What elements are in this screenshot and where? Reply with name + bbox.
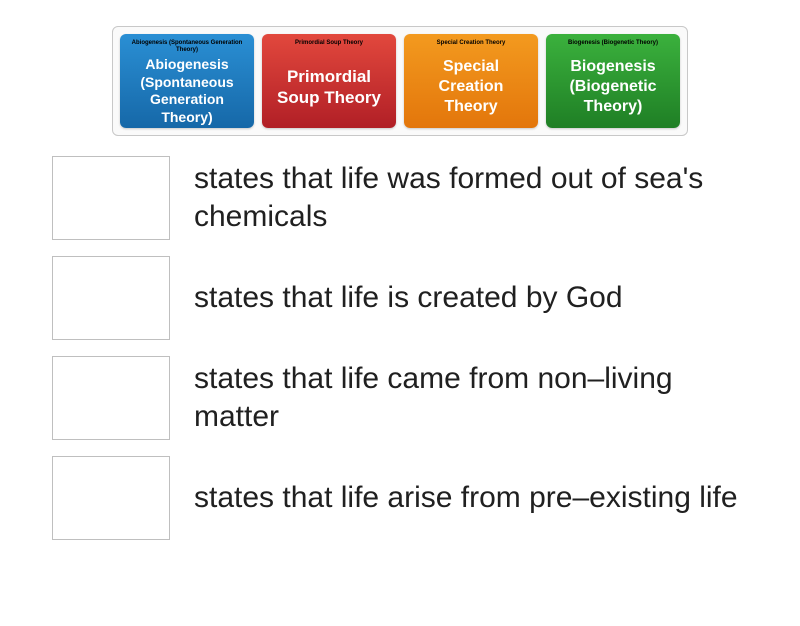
statement-text: states that life is created by God <box>194 279 623 317</box>
card-small-label: Abiogenesis (Spontaneous Generation Theo… <box>124 40 250 53</box>
statement-text: states that life was formed out of sea's… <box>194 160 760 237</box>
statement-row: states that life is created by God <box>52 256 760 340</box>
card-big-label: Primordial Soup Theory <box>266 50 392 124</box>
statement-row: states that life came from non–living ma… <box>52 356 760 440</box>
card-tray: Abiogenesis (Spontaneous Generation Theo… <box>112 26 688 136</box>
card-abiogenesis[interactable]: Abiogenesis (Spontaneous Generation Theo… <box>120 34 254 128</box>
statement-row: states that life arise from pre–existing… <box>52 456 760 540</box>
card-primordial[interactable]: Primordial Soup Theory Primordial Soup T… <box>262 34 396 128</box>
statements-list: states that life was formed out of sea's… <box>0 156 800 540</box>
dropzone[interactable] <box>52 156 170 240</box>
statement-text: states that life came from non–living ma… <box>194 360 760 437</box>
statement-text: states that life arise from pre–existing… <box>194 479 738 517</box>
card-small-label: Primordial Soup Theory <box>293 40 365 47</box>
card-small-label: Special Creation Theory <box>435 40 508 47</box>
card-big-label: Abiogenesis (Spontaneous Generation Theo… <box>124 56 250 126</box>
dropzone[interactable] <box>52 456 170 540</box>
dropzone[interactable] <box>52 256 170 340</box>
statement-row: states that life was formed out of sea's… <box>52 156 760 240</box>
card-biogenesis[interactable]: Biogenesis (Biogenetic Theory) Biogenesi… <box>546 34 680 128</box>
card-special[interactable]: Special Creation Theory Special Creation… <box>404 34 538 128</box>
dropzone[interactable] <box>52 356 170 440</box>
card-small-label: Biogenesis (Biogenetic Theory) <box>566 40 660 47</box>
card-big-label: Biogenesis (Biogenetic Theory) <box>550 50 676 124</box>
card-big-label: Special Creation Theory <box>408 50 534 124</box>
